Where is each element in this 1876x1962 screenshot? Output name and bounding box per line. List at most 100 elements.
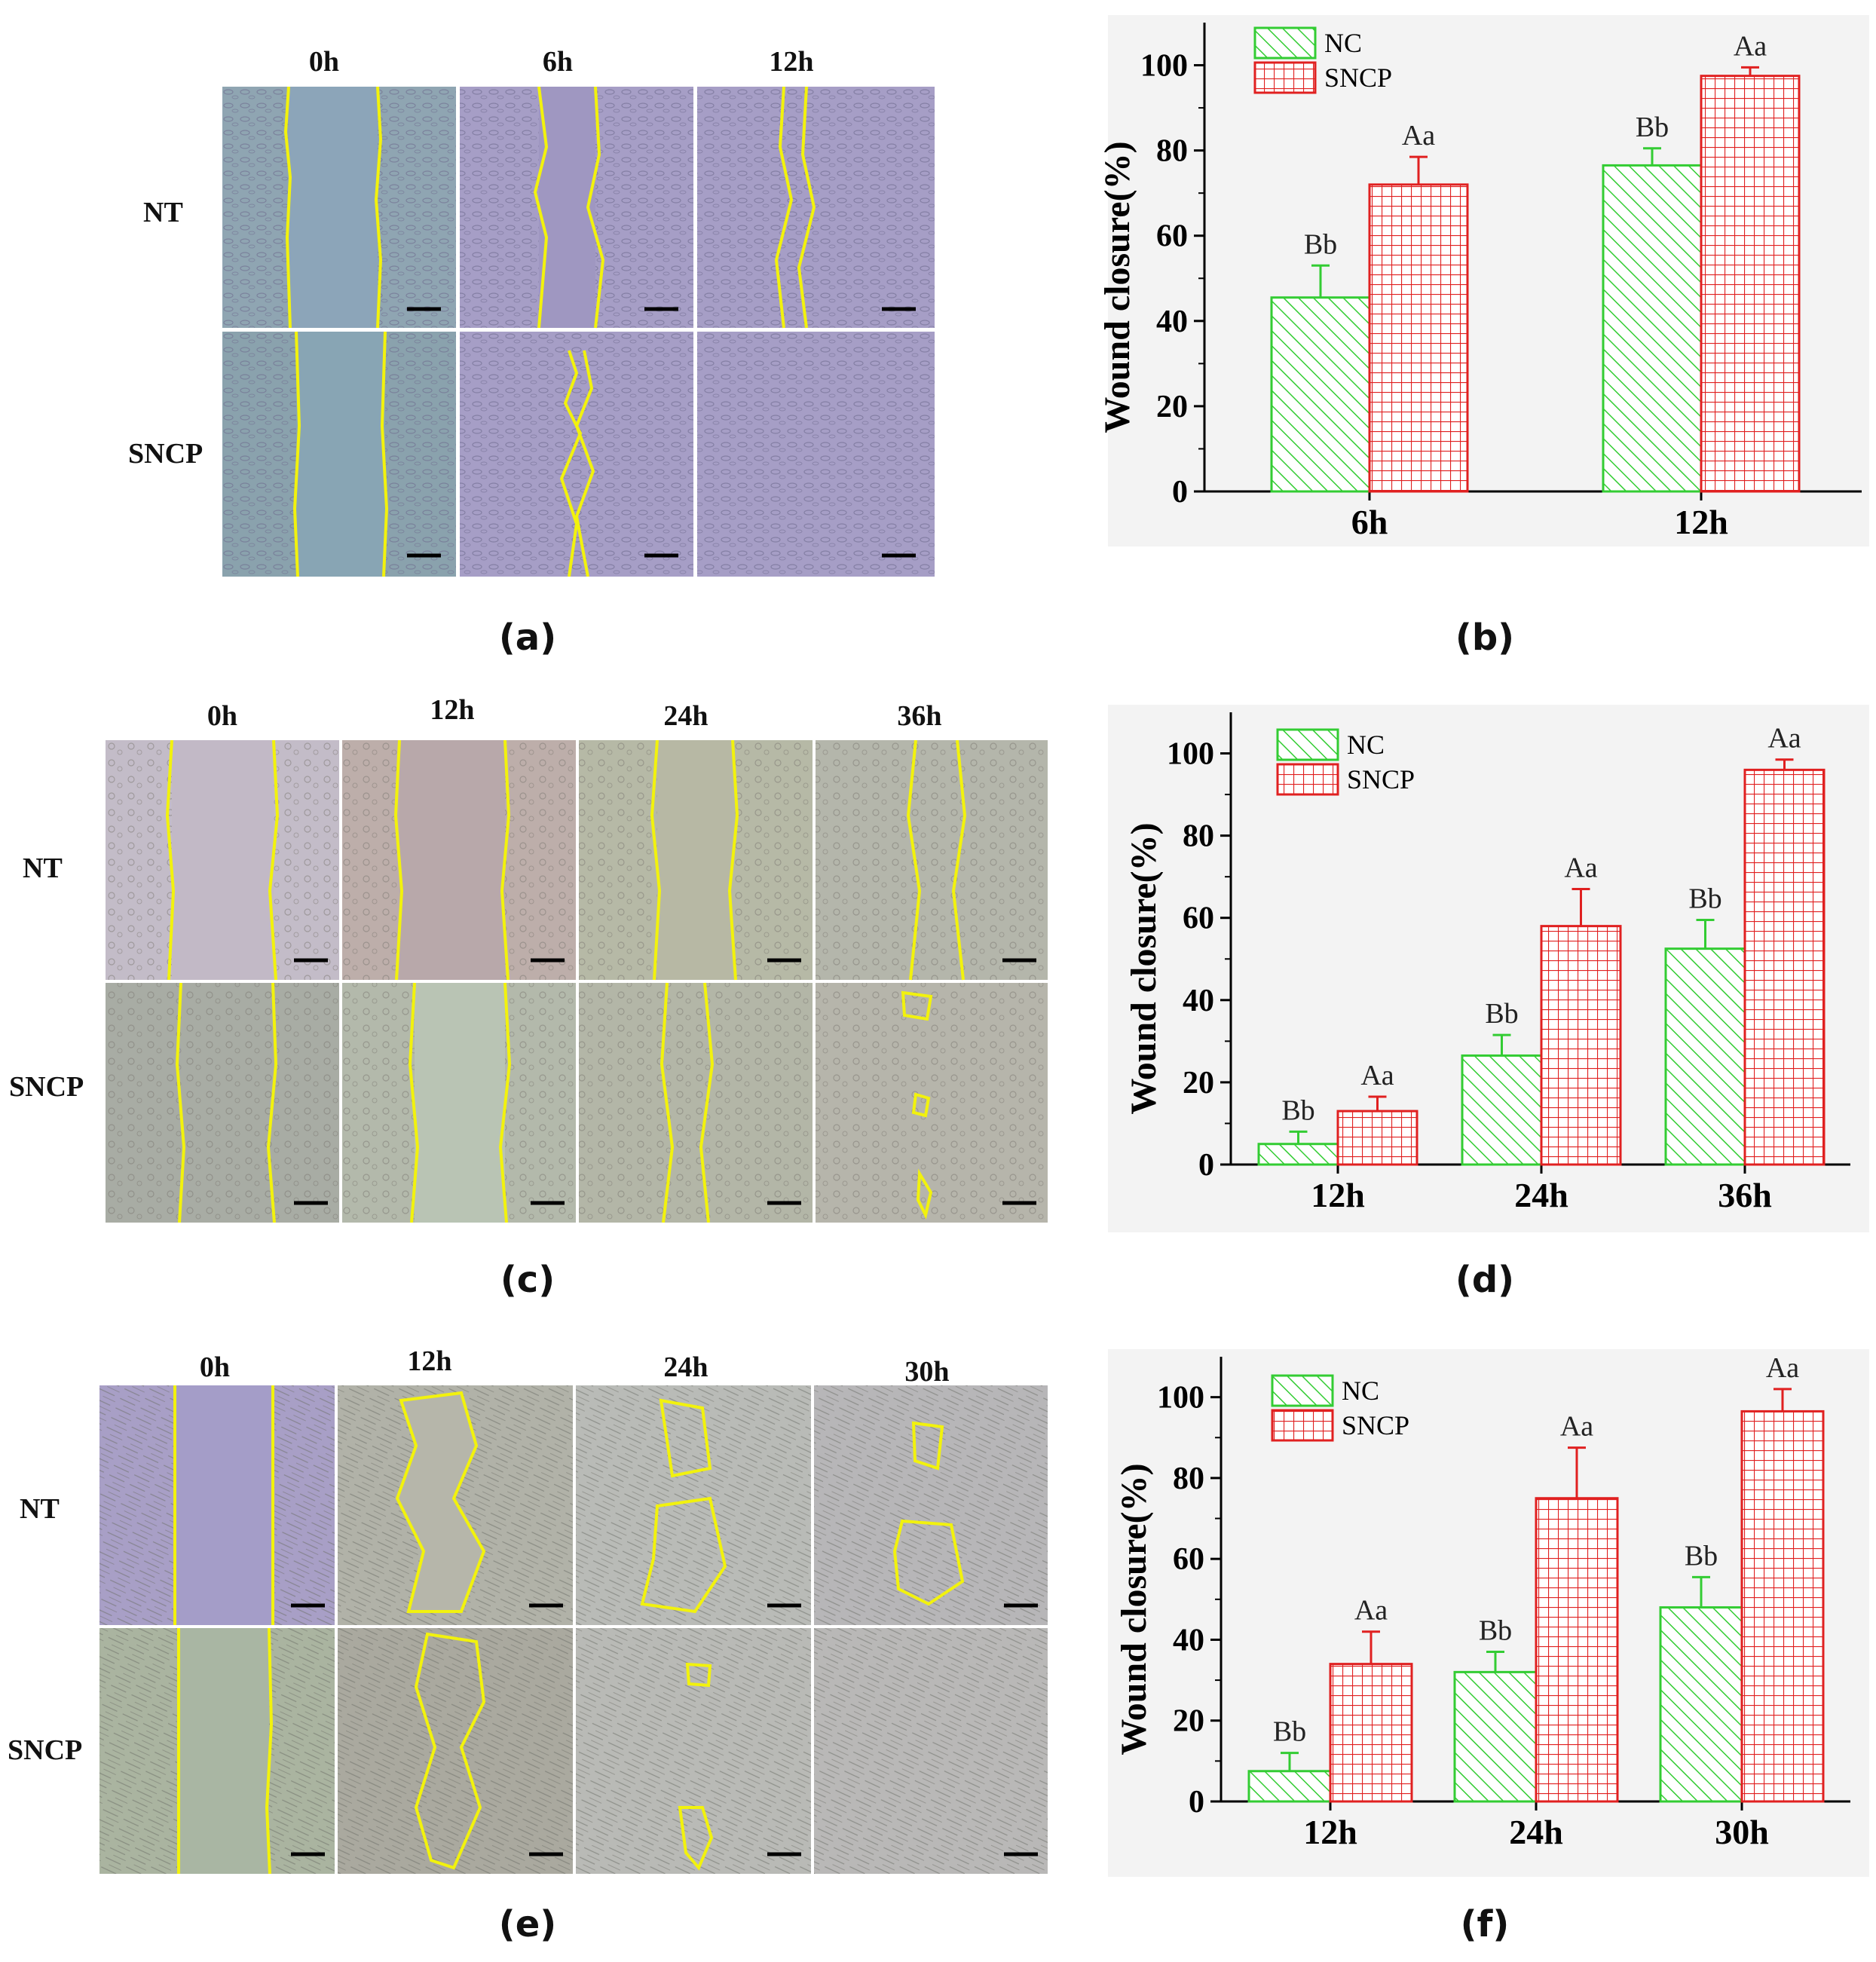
bar-sncp-36h (1743, 768, 1826, 1166)
x-tick-label: 6h (1351, 503, 1388, 541)
significance-label: Aa (1734, 30, 1767, 62)
image-sncp-12h (697, 332, 935, 577)
x-tick-label: 12h (1311, 1176, 1365, 1214)
image-nt-0h (106, 740, 339, 981)
y-axis-label: Wound closure(%) (1097, 141, 1137, 433)
image-nt-36h (816, 740, 1048, 981)
significance-label: Bb (1304, 228, 1337, 260)
row-label-nt: NT (23, 852, 63, 884)
image-sncp-6h (460, 332, 693, 577)
time-label: 24h (663, 1351, 708, 1383)
panel-label-f: (f) (1460, 1903, 1510, 1945)
image-nt-24h (576, 1385, 811, 1625)
significance-label: Aa (1564, 852, 1597, 884)
time-label: 0h (308, 46, 340, 78)
image-nt-12h (342, 740, 576, 981)
panel-label-c: (c) (500, 1259, 555, 1301)
legend-label-nc: NC (1324, 28, 1362, 58)
legend-label-sncp: SNCP (1342, 1410, 1409, 1440)
y-tick-label: 40 (1183, 984, 1214, 1018)
significance-label: Aa (1360, 1060, 1394, 1091)
micrograph-grid-a (222, 87, 935, 577)
micrograph-panel-c: 0h 12h 24h 36h NT SNCP (0, 693, 1055, 1236)
significance-label: Bb (1688, 883, 1721, 914)
bar-sncp-30h (1740, 1410, 1825, 1803)
significance-label: Bb (1685, 1540, 1718, 1572)
micrograph-grid-e (99, 1385, 1048, 1874)
significance-label: Aa (1766, 1352, 1799, 1384)
time-label: 12h (430, 694, 475, 726)
row-label-sncp: SNCP (8, 1734, 83, 1766)
significance-label: Aa (1402, 120, 1435, 152)
image-sncp-12h (342, 982, 576, 1223)
scale-bars (291, 1603, 1038, 1856)
legend-swatch-nc (1271, 1374, 1334, 1407)
significance-label: Aa (1767, 723, 1801, 754)
bar-nc-12h (1602, 164, 1703, 493)
x-tick-label: 36h (1718, 1176, 1772, 1214)
y-tick-label: 40 (1156, 305, 1188, 339)
y-tick-label: 80 (1156, 134, 1188, 169)
panel-label-a: (a) (498, 617, 557, 659)
legend-swatch-nc (1253, 26, 1317, 60)
legend-swatch-sncp (1276, 763, 1339, 796)
y-tick-label: 100 (1140, 49, 1188, 84)
legend-swatch-sncp (1253, 61, 1317, 94)
image-sncp-30h (814, 1628, 1048, 1874)
image-sncp-24h (579, 982, 813, 1223)
x-tick-label: 12h (1303, 1813, 1357, 1851)
y-axis-label: Wound closure(%) (1114, 1463, 1154, 1755)
y-tick-label: 0 (1198, 1148, 1214, 1183)
image-sncp-0h (99, 1627, 335, 1874)
bar-sncp-24h (1540, 925, 1622, 1166)
significance-label: Bb (1485, 998, 1518, 1030)
row-label-nt: NT (20, 1493, 60, 1525)
micrograph-panel-e: 0h 12h 24h 30h NT SNCP (0, 1342, 1055, 1884)
significance-label: Bb (1636, 112, 1669, 143)
y-tick-label: 60 (1183, 901, 1214, 936)
bar-nc-24h (1461, 1054, 1543, 1166)
bar-chart-d: 0 20 40 60 80 100 Wound closure(%) 12h Bb Aa 24h Bb… (1124, 712, 1850, 1214)
bar-sncp-24h (1535, 1497, 1619, 1803)
y-tick-label: 0 (1172, 475, 1188, 510)
image-nt-12h (697, 87, 935, 329)
bar-nc-36h (1664, 947, 1746, 1166)
significance-label: Aa (1560, 1411, 1593, 1443)
time-label: 0h (199, 1351, 231, 1383)
scale-bars (294, 958, 1036, 1205)
legend-label-sncp: SNCP (1324, 63, 1392, 93)
significance-label: Bb (1479, 1615, 1512, 1647)
y-tick-label: 0 (1189, 1785, 1204, 1820)
y-tick-label: 20 (1156, 390, 1188, 424)
y-tick-label: 100 (1157, 1381, 1204, 1416)
y-tick-label: 60 (1173, 1542, 1204, 1577)
scale-bars (407, 307, 916, 558)
time-label: 0h (207, 700, 238, 732)
bar-nc-30h (1659, 1606, 1743, 1803)
image-nt-12h (338, 1385, 573, 1625)
y-axis-label: Wound closure(%) (1124, 822, 1164, 1114)
bar-chart-f: 0 20 40 60 80 100 Wound closure(%) 12h Bb Aa 24h Bb… (1114, 1352, 1850, 1851)
micrograph-panel-a: 0h 6h 12h NT SNCP (121, 45, 935, 588)
x-tick-label: 24h (1514, 1176, 1568, 1214)
row-label-sncp: SNCP (9, 1071, 84, 1103)
y-tick-label: 80 (1173, 1462, 1204, 1496)
image-nt-6h (460, 87, 693, 329)
bar-sncp-12h (1336, 1110, 1418, 1166)
image-sncp-12h (338, 1628, 573, 1874)
image-sncp-36h (816, 983, 1048, 1223)
bar-nc-12h (1247, 1770, 1332, 1803)
image-sncp-0h (222, 331, 456, 577)
image-sncp-24h (576, 1628, 811, 1874)
legend-swatch-sncp (1271, 1409, 1334, 1442)
time-label: 6h (542, 46, 574, 78)
image-nt-24h (579, 740, 813, 981)
significance-label: Aa (1354, 1595, 1388, 1627)
y-tick-label: 20 (1173, 1704, 1204, 1739)
time-label: 36h (897, 700, 942, 732)
row-label-nt: NT (143, 197, 183, 228)
row-label-sncp: SNCP (128, 438, 204, 470)
y-tick-label: 100 (1167, 737, 1214, 772)
y-tick-label: 40 (1173, 1623, 1204, 1657)
